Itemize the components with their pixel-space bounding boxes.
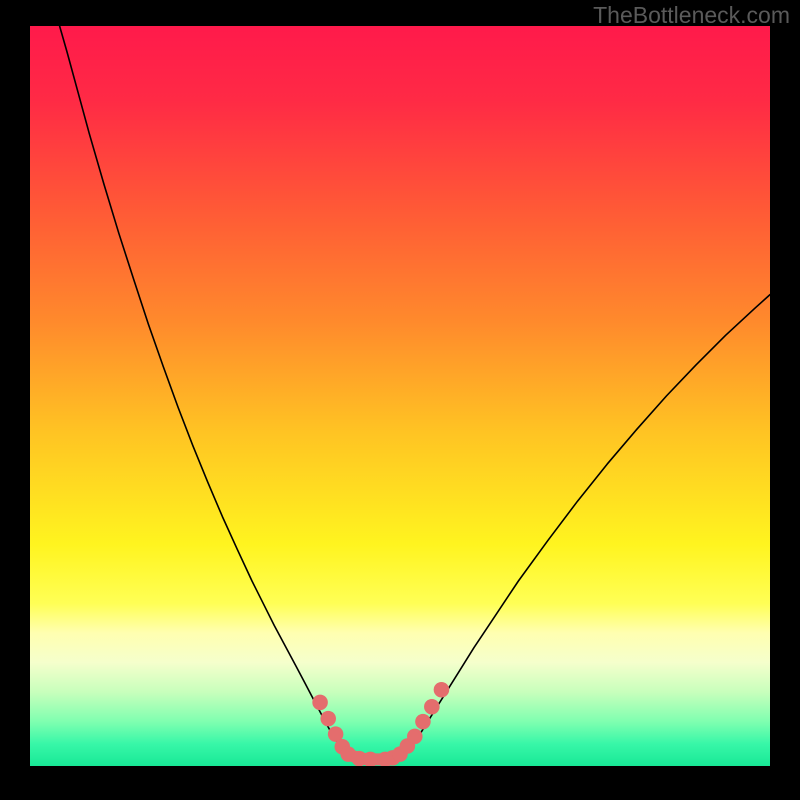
optimal-marker bbox=[407, 729, 423, 745]
bottleneck-chart bbox=[30, 26, 770, 766]
optimal-marker bbox=[434, 682, 450, 698]
optimal-marker bbox=[312, 695, 328, 711]
gradient-background bbox=[30, 26, 770, 766]
watermark-label: TheBottleneck.com bbox=[593, 2, 790, 29]
optimal-marker bbox=[320, 711, 336, 727]
optimal-marker bbox=[415, 714, 431, 730]
optimal-marker bbox=[424, 699, 440, 715]
